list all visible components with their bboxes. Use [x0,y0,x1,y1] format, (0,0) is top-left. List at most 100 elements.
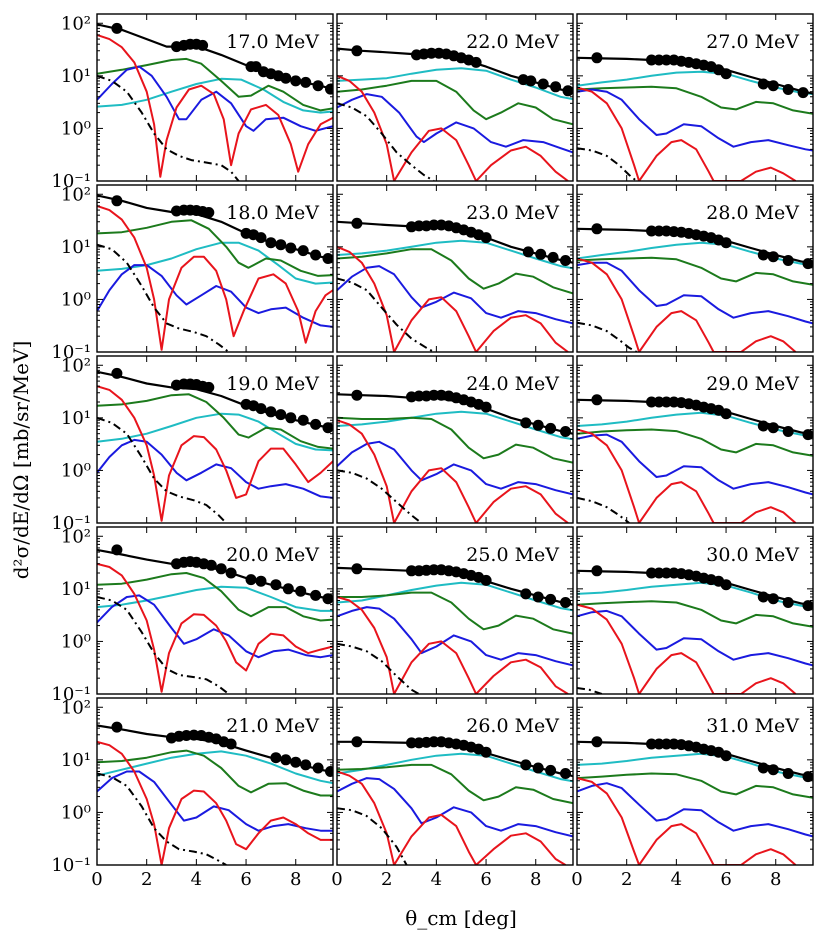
panel-frame [96,355,334,524]
panel-plot-area [577,52,813,181]
data-point [300,76,312,88]
panel-9: 10⁻¹ 10⁰ 10¹ 10² 20.0 MeV [51,526,334,705]
data-point [270,752,282,764]
energy-label: 18.0 MeV [226,202,319,224]
green-curve [97,572,333,622]
data-point [215,563,227,575]
data-point [802,600,813,612]
cyan-curve [337,581,573,612]
data-point [520,759,532,771]
data-point [310,418,322,430]
panel-plot-area [337,217,573,352]
data-point [720,408,732,420]
y-tick-label: 10⁻¹ [51,513,91,534]
dashdot-curve [97,772,227,865]
data-point [203,381,215,393]
x-tick-label: 8 [290,869,301,890]
panel-plot-area [97,194,333,352]
data-point [470,56,482,68]
green-curve [97,393,333,450]
red-curve [97,33,333,178]
cyan-curve [337,752,573,783]
data-point [767,251,779,263]
x-tick-label: 0 [331,869,342,890]
y-axis-title: d²σ/dE/dΩ [mb/sr/MeV] [9,341,33,580]
panel-plot-area [577,223,813,352]
x-tick-label: 4 [191,869,202,890]
red-curve [337,770,567,865]
y-tick-label: 10⁰ [61,802,91,823]
data-point [351,217,363,229]
data-point [275,239,287,251]
x-tick-label: 2 [621,869,632,890]
data-point [757,420,769,432]
panel-plot-area [97,367,333,523]
y-tick-label: 10¹ [61,750,91,771]
data-point [767,80,779,92]
data-point [720,750,732,762]
energy-label: 29.0 MeV [706,373,799,395]
panel-frame [336,697,574,866]
panel-plot-area [337,563,573,694]
data-point [111,544,123,556]
data-point [591,223,603,235]
panel-13: 0 2 4 6 8 26.0 MeV [331,697,574,890]
panel-2: 27.0 MeV [576,13,814,182]
panel-0: 10⁻¹ 10⁰ 10¹ 10² 17.0 MeV [51,13,334,192]
data-point [111,22,123,34]
red-curve [97,562,333,693]
dashdot-curve [97,74,240,181]
blue-curve [577,88,813,152]
data-point [111,195,123,207]
data-point [797,87,809,99]
y-tick-label: 10² [61,355,91,376]
panel-frame [576,184,814,353]
energy-label: 28.0 MeV [706,202,799,224]
panel-3: 10⁻¹ 10⁰ 10¹ 10² 18.0 MeV [51,184,334,363]
dashdot-curve [97,243,230,352]
data-point [310,249,322,261]
dashdot-curve [337,277,435,352]
data-point [280,72,292,84]
blue-curve [97,264,333,328]
data-point [591,394,603,406]
panel-frame [336,184,574,353]
panel-grid: 10⁻¹ 10⁰ 10¹ 10² 17.0 MeV 22.0 MeV 27.0 MeV 10⁻… [51,13,814,890]
green-curve [97,749,333,797]
green-curve [577,772,813,799]
panel-plot-area [337,736,573,865]
panel-frame [96,697,334,866]
dashdot-curve [97,596,230,694]
energy-label: 31.0 MeV [706,715,799,737]
panel-frame [336,13,574,182]
dashdot-curve [577,687,603,694]
energy-label: 25.0 MeV [466,544,559,566]
red-curve [97,204,333,351]
data-point [205,559,217,571]
data-point [312,762,324,774]
data-point [522,246,534,258]
y-tick-label: 10⁻¹ [51,684,91,705]
y-tick-label: 10¹ [61,66,91,87]
data-point [225,738,237,750]
y-tick-label: 10¹ [61,408,91,429]
panel-12: 10⁻¹ 10⁰ 10¹ 10² 0 2 4 6 8 21.0 MeV [51,697,334,890]
energy-label: 26.0 MeV [466,715,559,737]
red-curve [337,74,569,181]
panel-1: 22.0 MeV [336,13,574,182]
green-curve [577,256,813,286]
data-point [782,597,794,608]
energy-label: 27.0 MeV [706,31,799,53]
blue-curve [337,93,573,154]
data-point [802,429,813,441]
panel-frame [576,13,814,182]
dashdot-curve [577,321,638,352]
green-curve [577,428,813,457]
data-point [245,574,257,586]
data-point [265,237,277,249]
y-tick-label: 10² [61,697,91,718]
panel-plot-area [97,721,333,865]
data-point [282,583,294,595]
red-curve [577,777,797,865]
y-tick-label: 10¹ [61,579,91,600]
